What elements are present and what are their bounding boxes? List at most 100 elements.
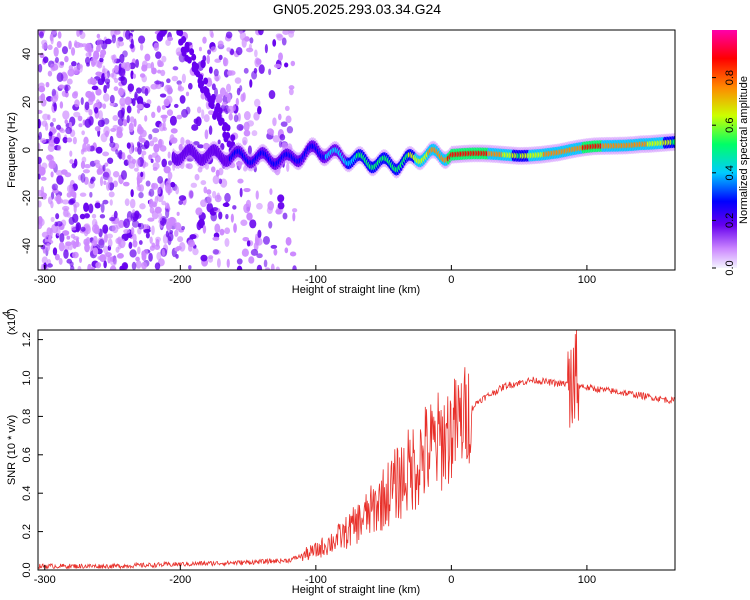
x-tick-label: 100 xyxy=(578,274,596,286)
noise-blob xyxy=(214,223,221,233)
noise-blob xyxy=(121,262,129,270)
noise-blob xyxy=(109,102,116,107)
noise-blob xyxy=(171,75,179,82)
noise-blob xyxy=(200,199,207,208)
noise-blob xyxy=(130,38,134,49)
noise-blob xyxy=(233,223,237,233)
trace-blob xyxy=(181,49,187,57)
noise-blob xyxy=(152,166,158,171)
noise-blob xyxy=(91,78,97,86)
noise-blob xyxy=(150,83,158,90)
noise-blob xyxy=(268,68,272,76)
noise-blob xyxy=(99,57,104,63)
noise-blob xyxy=(91,213,97,219)
noise-blob xyxy=(54,221,58,227)
noise-blob xyxy=(102,151,110,157)
noise-blob xyxy=(135,260,142,269)
noise-blob xyxy=(117,236,122,245)
noise-blob xyxy=(141,250,146,258)
noise-blob xyxy=(248,256,255,264)
noise-blob xyxy=(98,238,105,249)
noise-blob xyxy=(226,258,230,268)
noise-blob xyxy=(174,222,182,231)
colorbar-axis: 0.0 0.2 0.4 0.6 0.8 xyxy=(712,70,736,276)
noise-blob xyxy=(151,201,157,208)
noise-blob xyxy=(243,129,251,137)
noise-blob xyxy=(262,236,270,245)
spectrogram-x-axis: -300 -200 -100 0 100 xyxy=(34,265,596,286)
trace-blob xyxy=(219,117,225,125)
colorbar-tick-label: 0.4 xyxy=(724,165,736,180)
noise-blob xyxy=(50,95,58,103)
noise-blob xyxy=(204,129,209,140)
noise-blob xyxy=(81,156,87,163)
noise-blob xyxy=(139,73,146,78)
noise-blob xyxy=(278,52,283,61)
noise-blob xyxy=(124,61,131,72)
noise-blob xyxy=(128,241,133,249)
noise-blob xyxy=(70,47,76,56)
noise-blob xyxy=(92,247,99,256)
noise-blob xyxy=(111,71,117,80)
noise-blob xyxy=(165,208,170,219)
noise-blob xyxy=(285,115,292,124)
snr-scale-close: ) xyxy=(6,308,18,312)
noise-blob xyxy=(41,39,48,46)
y-tick-label: -20 xyxy=(21,190,33,206)
noise-blob xyxy=(224,192,231,203)
x-tick-label: -300 xyxy=(34,574,56,586)
noise-blob xyxy=(206,189,212,195)
noise-blob xyxy=(232,205,237,210)
noise-blob xyxy=(153,42,160,52)
noise-blob xyxy=(286,125,294,134)
noise-blob xyxy=(218,54,223,61)
noise-blob xyxy=(219,87,227,97)
noise-blob xyxy=(57,144,62,152)
noise-blob xyxy=(49,122,54,128)
noise-blob xyxy=(136,96,144,105)
noise-blob xyxy=(256,253,263,259)
noise-blob xyxy=(253,67,258,74)
noise-blob xyxy=(222,202,230,207)
noise-blob xyxy=(74,99,80,108)
spectrogram-y-label: Frequency (Hz) xyxy=(6,112,18,188)
noise-blob xyxy=(95,71,102,77)
noise-blob xyxy=(176,211,180,216)
noise-blob xyxy=(152,136,158,143)
colorbar-gradient xyxy=(712,30,737,268)
noise-blob xyxy=(292,212,296,222)
snr-panel: -300 -200 -100 0 100 0.0 0.2 0.4 0.6 0.8 1.0 1.2 H… xyxy=(1,308,676,596)
noise-blob xyxy=(89,47,94,53)
noise-blob xyxy=(233,114,239,123)
noise-blob xyxy=(179,95,186,104)
noise-blob xyxy=(221,101,227,106)
noise-blob xyxy=(83,136,89,145)
noise-blob xyxy=(157,187,161,195)
noise-blob xyxy=(49,33,54,42)
noise-blob xyxy=(103,118,110,125)
noise-blob xyxy=(226,93,231,103)
noise-blob xyxy=(95,88,102,96)
noise-blob xyxy=(143,228,151,234)
colorbar-tick-label: 0.2 xyxy=(724,213,736,228)
noise-blob xyxy=(150,158,154,164)
noise-blob xyxy=(79,213,86,220)
noise-blob xyxy=(243,121,250,132)
noise-blob xyxy=(149,140,155,147)
noise-blob xyxy=(139,129,147,138)
noise-blob xyxy=(215,169,220,177)
noise-blob xyxy=(77,115,83,122)
noise-blob xyxy=(208,110,215,116)
noise-blob xyxy=(156,105,161,113)
noise-blob xyxy=(94,221,98,230)
noise-blob xyxy=(189,241,196,247)
spectrogram-x-label: Height of straight line (km) xyxy=(292,284,420,296)
noise-blob xyxy=(40,176,47,181)
noise-blob xyxy=(41,231,49,238)
noise-blob xyxy=(46,242,51,252)
noise-blob xyxy=(104,72,109,79)
noise-blob xyxy=(256,264,263,270)
noise-blob xyxy=(106,233,114,239)
noise-blob xyxy=(151,111,156,119)
noise-blob xyxy=(52,101,57,107)
